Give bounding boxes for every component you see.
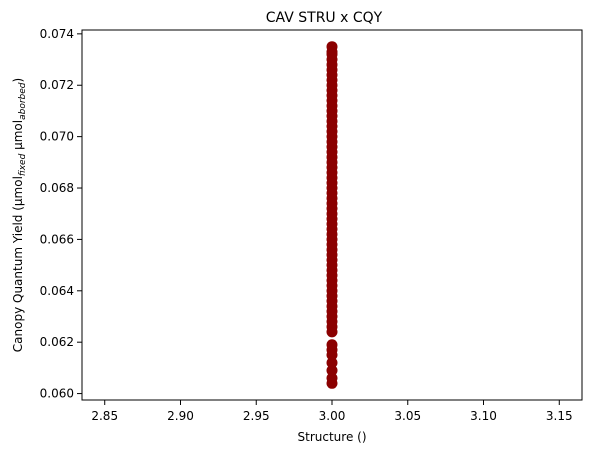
y-axis-label-suffix: ) <box>11 78 25 83</box>
x-tick-label: 2.95 <box>243 409 270 423</box>
y-tick-label: 0.066 <box>40 232 74 246</box>
x-axis-label: Structure () <box>298 430 367 444</box>
y-axis-label-sub1: fixed <box>18 153 28 176</box>
x-tick-label: 2.90 <box>167 409 194 423</box>
y-tick-label: 0.074 <box>40 27 74 41</box>
y-axis-label-prefix: Canopy Quantum Yield (µmol <box>11 176 25 352</box>
y-tick-label: 0.060 <box>40 387 74 401</box>
y-tick-label: 0.064 <box>40 284 74 298</box>
plot-frame <box>81 29 583 401</box>
x-tick-label: 3.00 <box>319 409 346 423</box>
y-axis-label: Canopy Quantum Yield (µmolfixed µmolabor… <box>11 78 28 352</box>
points-layer <box>326 41 338 389</box>
x-tick-label: 3.05 <box>394 409 421 423</box>
y-tick-label: 0.070 <box>40 130 74 144</box>
data-point <box>326 41 338 53</box>
x-tick-label: 3.10 <box>470 409 497 423</box>
y-tick-label: 0.072 <box>40 78 74 92</box>
data-point <box>326 339 338 351</box>
y-tick-label: 0.068 <box>40 181 74 195</box>
y-axis-label-middle: µmol <box>11 120 25 154</box>
data-point <box>326 364 338 376</box>
data-point <box>326 357 338 369</box>
x-ticks: 2.85 2.90 2.95 3.00 3.05 3.10 3.15 <box>91 400 573 423</box>
x-tick-label: 2.85 <box>91 409 118 423</box>
data-point <box>326 372 338 384</box>
y-ticks: 0.060 0.062 0.064 0.066 0.068 0.070 0.072 0.074 <box>40 27 82 401</box>
y-axis-label-sub2: aborbed <box>18 82 28 120</box>
x-tick-label: 3.15 <box>546 409 573 423</box>
y-tick-label: 0.062 <box>40 335 74 349</box>
chart-title: CAV STRU x CQY <box>266 10 383 26</box>
